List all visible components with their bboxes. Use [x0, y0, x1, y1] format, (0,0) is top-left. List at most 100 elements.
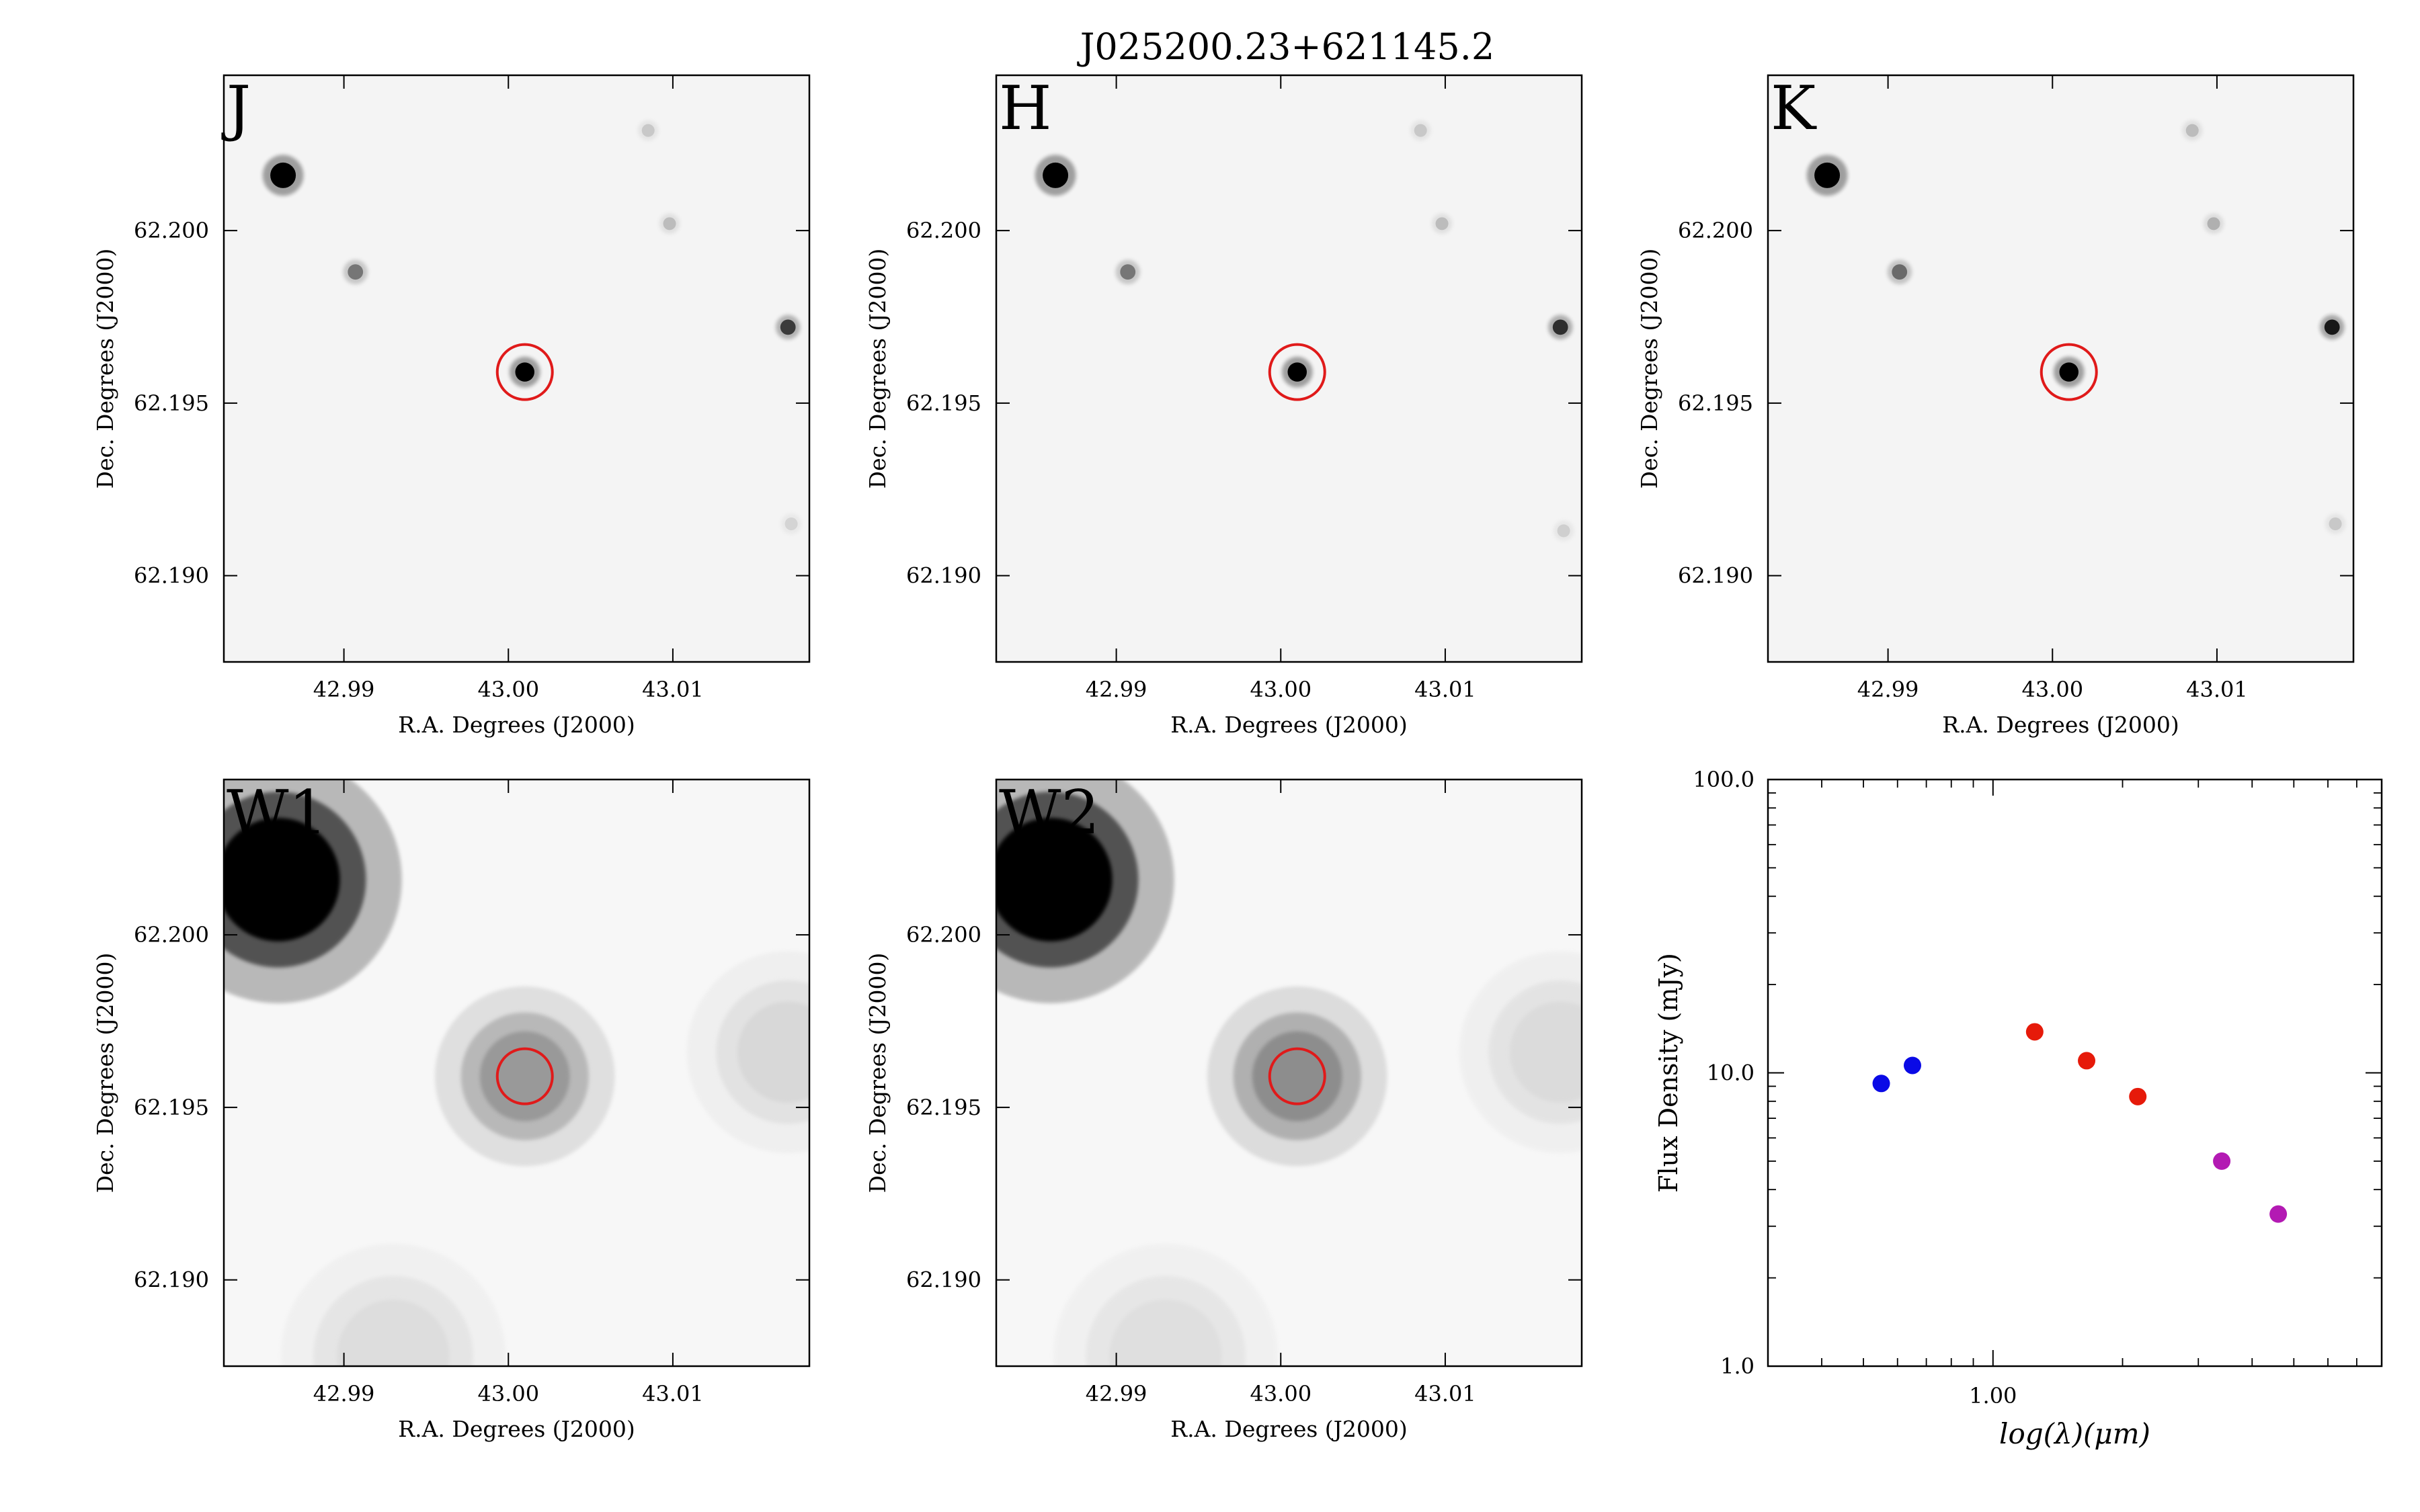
band-label: W1	[227, 778, 327, 848]
y-tick-label: 62.200	[906, 922, 981, 948]
y-tick-label: 62.195	[134, 1095, 209, 1120]
source-3	[1287, 362, 1307, 382]
x-tick-label: 42.99	[1086, 1381, 1147, 1406]
x-tick-label: 43.00	[2021, 677, 2083, 702]
x-axis-label: log(λ)(μm)	[1999, 1417, 2150, 1450]
data-point	[1903, 1056, 1921, 1075]
y-axis-label: Dec. Degrees (J2000)	[864, 249, 891, 489]
y-tick-label: 62.200	[134, 218, 209, 243]
image-sources	[1035, 120, 1574, 542]
x-tick-label: 43.00	[477, 677, 539, 702]
source-6	[2185, 124, 2199, 137]
image-sources	[224, 780, 809, 1366]
y-tick-label: 62.200	[134, 922, 209, 948]
y-tick-label: 100.0	[1693, 767, 1755, 792]
source-5	[663, 217, 676, 230]
panel-h: 42.99 43.00 43.01 62.200 62.195 62.190 R.A. De…	[864, 73, 1583, 738]
axes-frame	[223, 778, 811, 1368]
y-axis-label: Dec. Degrees (J2000)	[92, 953, 118, 1193]
y-axis-label: Flux Density (mJy)	[1654, 953, 1683, 1193]
y-tick-label: 62.200	[906, 218, 981, 243]
axes-frame	[995, 74, 1583, 663]
y-tick-label: 62.190	[1678, 563, 1753, 589]
x-tick-label: 43.01	[642, 1381, 704, 1406]
source-6	[1414, 124, 1427, 137]
target-marker-circle	[1268, 1047, 1326, 1105]
x-tick-label: 42.99	[1086, 677, 1147, 702]
y-tick-label: 1.0	[1720, 1353, 1755, 1379]
data-point	[2269, 1205, 2288, 1223]
y-tick-label: 62.195	[906, 1095, 981, 1120]
band-label: W2	[999, 778, 1100, 848]
source-7	[1557, 524, 1570, 538]
axes-frame	[223, 74, 811, 663]
source-2	[1252, 1031, 1342, 1122]
source-7	[784, 517, 798, 531]
source-4	[780, 319, 796, 335]
y-axis-label: Dec. Degrees (J2000)	[1636, 249, 1662, 489]
source-1	[1043, 162, 1069, 188]
data-point	[2129, 1087, 2147, 1105]
x-tick-label: 42.99	[1857, 677, 1919, 702]
source-5	[2207, 217, 2220, 230]
y-axis-label: Dec. Degrees (J2000)	[864, 953, 891, 1193]
y-tick-label: 62.190	[134, 563, 209, 589]
y-axis-label: Dec. Degrees (J2000)	[92, 249, 118, 489]
x-axis-label: R.A. Degrees (J2000)	[398, 712, 635, 738]
source-7	[2329, 517, 2342, 531]
target-marker-circle	[1268, 343, 1326, 401]
source-1	[1814, 162, 1841, 188]
x-tick-label: 43.00	[1250, 1381, 1312, 1406]
axes-frame	[1767, 74, 2355, 663]
x-tick-label: 42.99	[313, 677, 375, 702]
source-4	[1109, 1300, 1222, 1366]
source-3	[515, 362, 534, 382]
target-marker-circle	[495, 343, 554, 401]
x-tick-label: 43.01	[642, 677, 704, 702]
x-tick-label: 43.00	[477, 1381, 539, 1406]
y-tick-label: 62.200	[1678, 218, 1753, 243]
source-4	[2324, 319, 2340, 335]
target-marker-circle	[2040, 343, 2098, 401]
x-tick-label: 43.01	[1414, 1381, 1476, 1406]
x-tick-label: 43.01	[1414, 677, 1476, 702]
panel-k: 42.99 43.00 43.01 62.200 62.195 62.190 R.A. De…	[1636, 73, 2355, 738]
source-5	[1435, 217, 1449, 230]
y-tick-label: 62.195	[134, 390, 209, 416]
x-tick-label: 1.00	[1969, 1383, 2017, 1409]
x-tick-label: 43.01	[2186, 677, 2248, 702]
source-2	[479, 1031, 570, 1122]
axes-frame	[995, 778, 1583, 1368]
data-point	[2213, 1152, 2231, 1170]
band-label: H	[999, 73, 1052, 144]
source-2	[1892, 264, 1908, 280]
figure-title: J025200.23+621145.2	[1077, 26, 1495, 68]
panel-j: 42.99 43.00 43.01 62.200 62.195 62.190 R.A. De…	[92, 73, 811, 738]
axes-frame	[1767, 778, 2383, 1368]
image-sources	[996, 780, 1582, 1366]
source-1	[996, 817, 1113, 941]
x-tick-label: 42.99	[313, 1381, 375, 1406]
data-point	[1872, 1075, 1890, 1093]
source-4	[337, 1300, 450, 1366]
source-3	[1509, 1001, 1582, 1103]
data-point	[2025, 1023, 2044, 1041]
y-tick-label: 62.195	[906, 390, 981, 416]
y-tick-label: 62.190	[906, 563, 981, 589]
source-3	[737, 1001, 809, 1103]
panel-sed: 100.0 10.0 1.0 1.00 log(λ)(μm) Flux Density (…	[1654, 767, 2383, 1450]
image-sources	[1806, 120, 2346, 534]
panel-w2: 42.99 43.00 43.01 62.200 62.195 62.190 R.A. De…	[864, 778, 1583, 1442]
data-point	[2078, 1052, 2096, 1070]
panel-w1: 42.99 43.00 43.01 62.200 62.195 62.190 R.A. De…	[92, 778, 811, 1442]
image-sources	[262, 120, 802, 534]
target-marker-circle	[495, 1047, 554, 1105]
y-tick-label: 10.0	[1707, 1060, 1755, 1086]
x-axis-label: R.A. Degrees (J2000)	[1942, 712, 2179, 738]
y-tick-label: 62.190	[134, 1267, 209, 1293]
source-1	[270, 162, 296, 188]
band-label: K	[1771, 73, 1817, 144]
y-tick-label: 62.190	[906, 1267, 981, 1293]
source-3	[2059, 362, 2079, 382]
